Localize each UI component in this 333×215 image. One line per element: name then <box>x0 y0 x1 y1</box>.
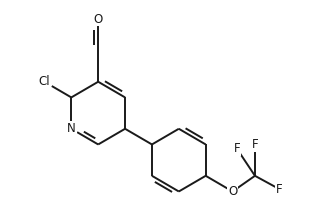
Text: F: F <box>276 183 283 196</box>
Text: F: F <box>252 138 258 151</box>
Text: N: N <box>67 122 76 135</box>
Text: F: F <box>234 142 240 155</box>
Text: Cl: Cl <box>39 75 50 88</box>
Text: O: O <box>94 12 103 26</box>
Text: O: O <box>228 185 237 198</box>
